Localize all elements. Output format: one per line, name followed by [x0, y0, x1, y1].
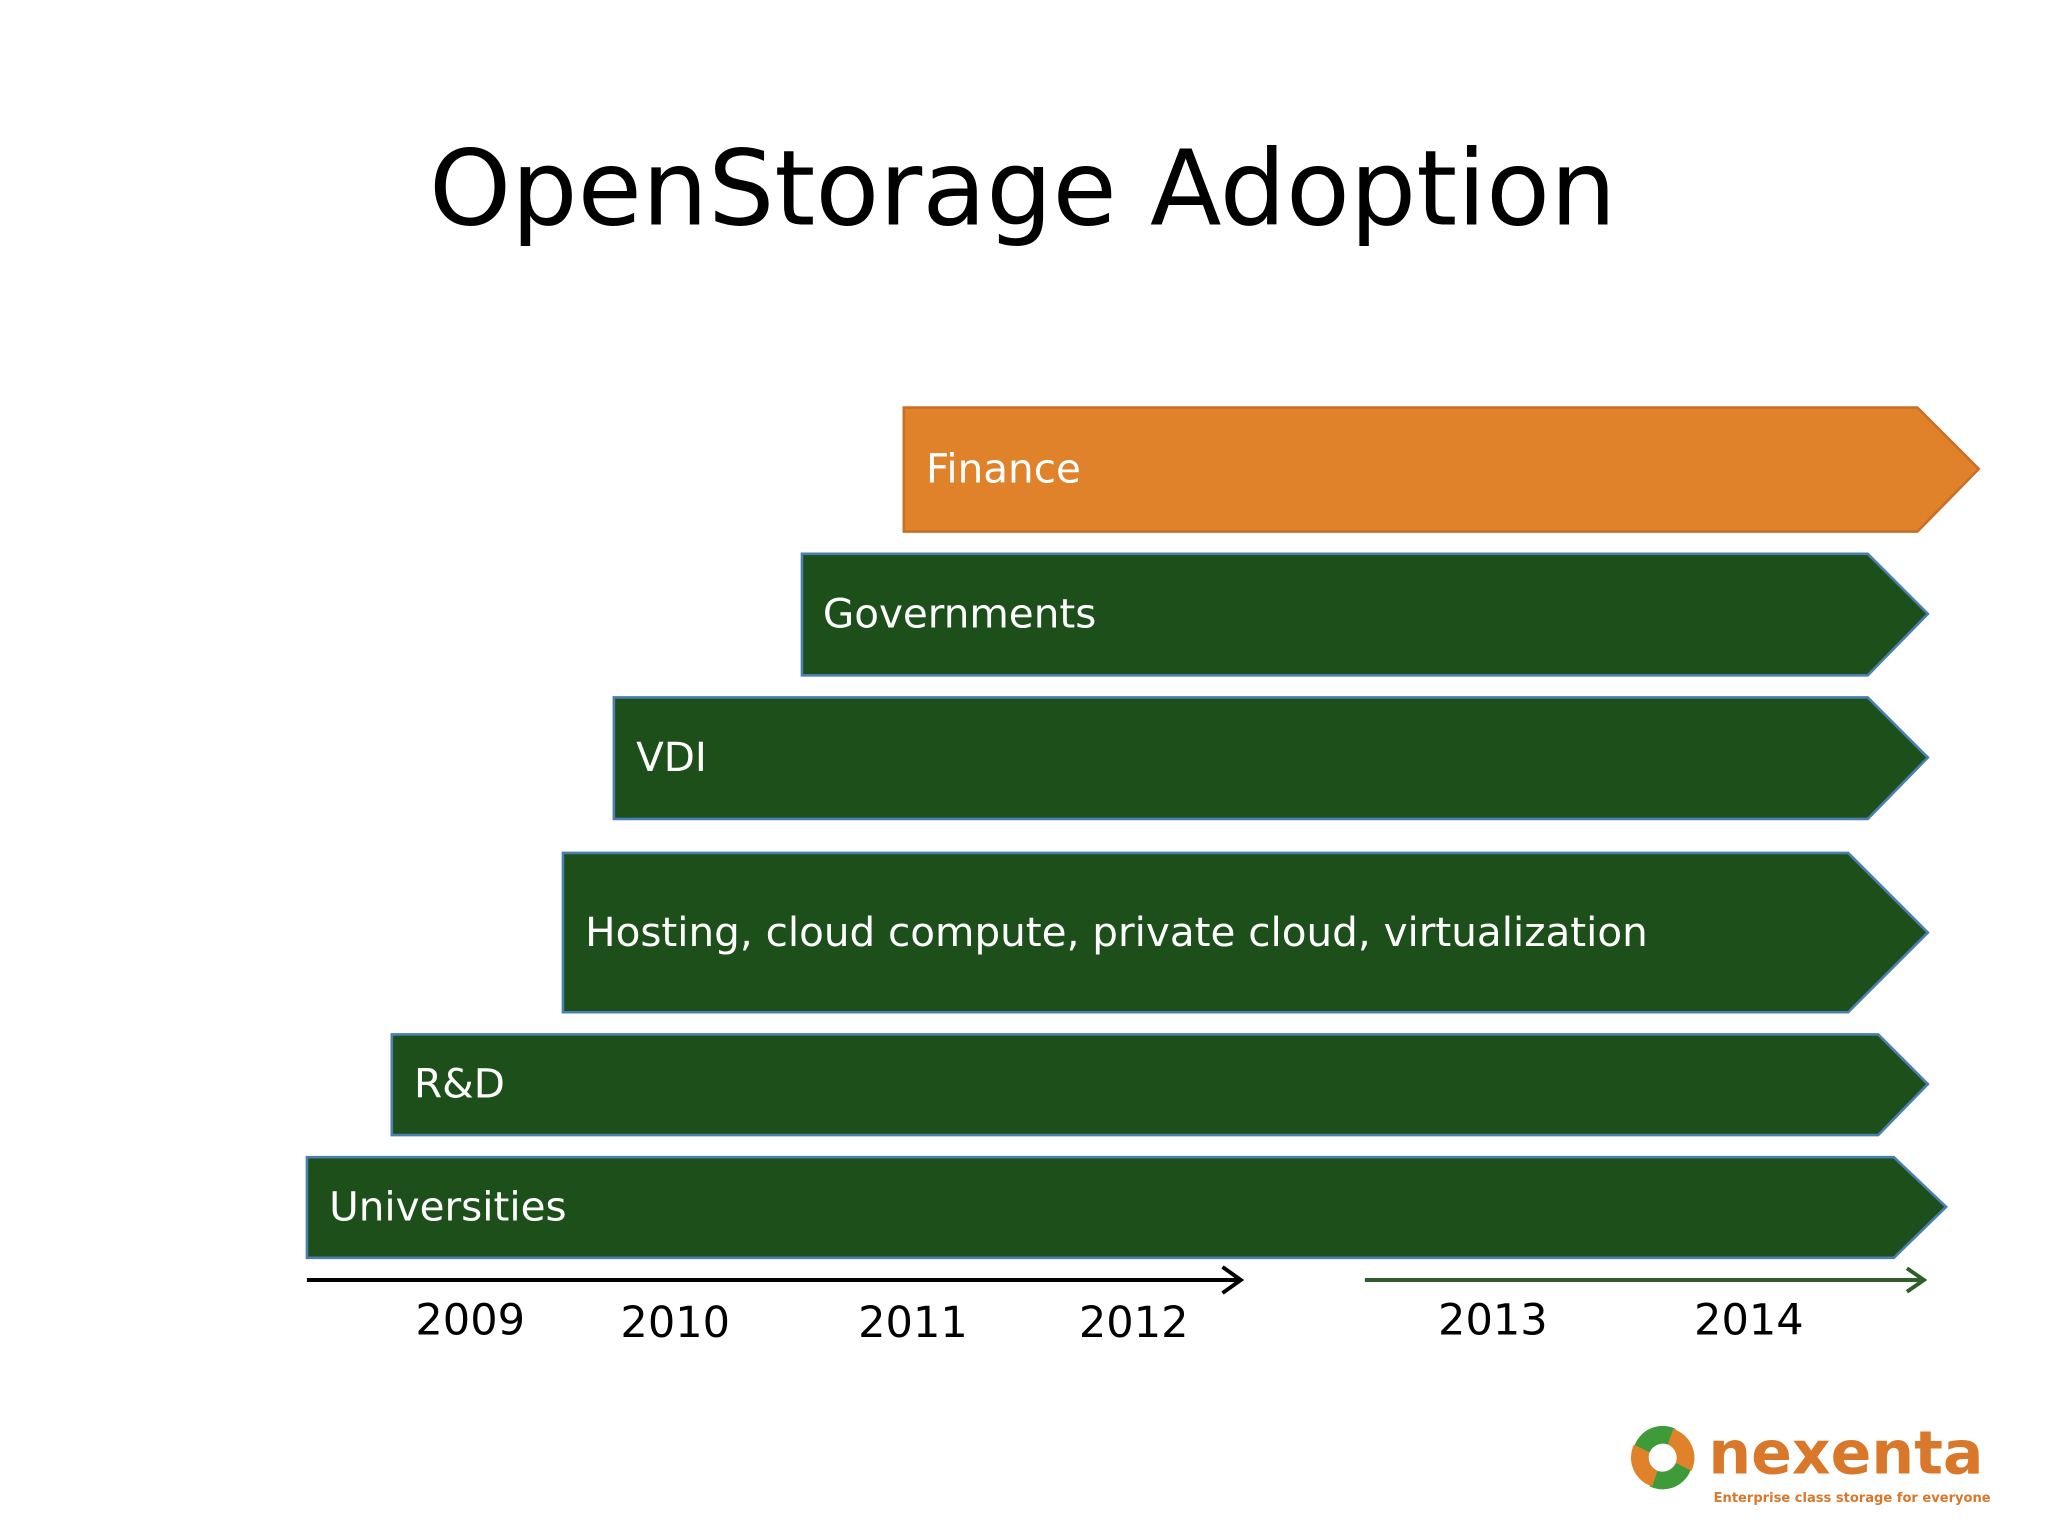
- year: 2013: [1438, 1296, 1548, 1346]
- year: 2012: [1079, 1298, 1189, 1348]
- band-shape: [305, 1155, 1949, 1260]
- slide-title: OpenStorage Adoption: [429, 128, 1616, 250]
- band-rd: R&D: [390, 1033, 1930, 1137]
- logo-icon: [1630, 1425, 1695, 1490]
- band-label: Governments: [823, 589, 1096, 637]
- band-shape: [902, 406, 1981, 533]
- logo: nexenta Enterprise class storage for eve…: [1630, 1418, 1991, 1506]
- band-shape: [612, 696, 1930, 821]
- year: 2010: [620, 1298, 730, 1348]
- timeline-arrow-black: [306, 1265, 1245, 1295]
- band-hosting: Hosting, cloud compute, private cloud, v…: [561, 851, 1930, 1014]
- band-label: VDI: [636, 733, 707, 781]
- band-shape: [800, 552, 1930, 677]
- band-finance: Finance: [902, 406, 1981, 533]
- band-label: Hosting, cloud compute, private cloud, v…: [585, 908, 1648, 956]
- band-universities: Universities: [305, 1155, 1949, 1260]
- logo-tagline: Enterprise class storage for everyone: [1714, 1491, 1991, 1506]
- year: 2011: [858, 1298, 968, 1348]
- band-shape: [561, 851, 1930, 1014]
- logo-name: nexenta: [1708, 1418, 1983, 1488]
- band-label: Finance: [926, 445, 1081, 493]
- band-vdi: VDI: [612, 696, 1930, 821]
- year: 2014: [1694, 1296, 1804, 1346]
- band-governments: Governments: [800, 552, 1930, 677]
- year: 2009: [415, 1296, 525, 1346]
- band-label: Universities: [329, 1182, 566, 1230]
- timeline-arrow-green: [1364, 1266, 1928, 1294]
- band-shape: [390, 1033, 1930, 1137]
- band-label: R&D: [414, 1060, 505, 1108]
